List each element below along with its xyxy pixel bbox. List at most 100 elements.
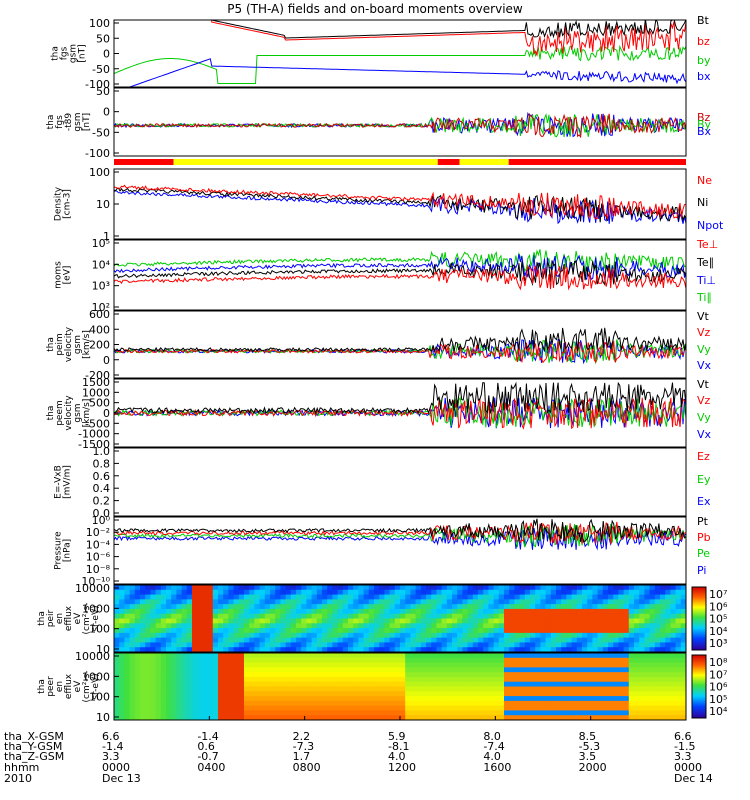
heat-cell bbox=[197, 667, 203, 673]
heat-cell bbox=[634, 691, 640, 697]
heat-cell bbox=[129, 628, 136, 634]
heat-cell bbox=[649, 618, 656, 624]
chart-title: P5 (TH-A) fields and on-board moments ov… bbox=[227, 2, 523, 16]
heat-cell bbox=[140, 628, 146, 634]
heat-cell bbox=[457, 667, 463, 673]
heat-cell bbox=[608, 657, 614, 664]
heat-cell bbox=[181, 623, 188, 629]
heat-cell bbox=[150, 657, 157, 664]
heat-cell bbox=[478, 642, 484, 648]
heat-cell bbox=[654, 637, 661, 644]
heat-cell bbox=[155, 608, 162, 615]
heat-cell bbox=[504, 696, 510, 702]
heat-cell bbox=[259, 604, 266, 610]
heat-cell bbox=[384, 618, 391, 624]
heat-cell bbox=[467, 637, 474, 644]
heat-cell bbox=[420, 589, 427, 596]
heat-cell bbox=[353, 628, 359, 634]
heat-cell bbox=[332, 662, 339, 668]
heat-cell bbox=[514, 653, 521, 659]
heat-cell bbox=[212, 710, 219, 716]
heat-cell bbox=[441, 599, 448, 605]
heat-cell bbox=[488, 604, 495, 610]
heat-cell bbox=[467, 686, 474, 692]
heat-cell bbox=[675, 599, 682, 605]
heat-cell bbox=[415, 604, 422, 610]
legend-entry: by bbox=[697, 54, 711, 67]
heat-cell bbox=[665, 681, 671, 688]
heat-cell bbox=[332, 647, 339, 652]
heat-cell bbox=[254, 632, 261, 639]
heat-cell bbox=[129, 715, 136, 720]
legend-entry: Npot bbox=[697, 219, 724, 232]
heat-cell bbox=[244, 585, 250, 591]
heat-cell bbox=[472, 667, 479, 673]
heat-cell bbox=[618, 589, 625, 596]
heat-cell bbox=[249, 710, 255, 716]
heat-cell bbox=[363, 667, 370, 673]
heat-cell bbox=[556, 672, 562, 678]
heat-cell bbox=[254, 594, 261, 600]
heat-cell bbox=[134, 604, 141, 610]
heat-cell bbox=[166, 589, 172, 596]
heat-cell bbox=[415, 686, 422, 692]
heat-cell bbox=[649, 623, 656, 629]
heat-cell bbox=[306, 623, 313, 629]
heat-cell bbox=[519, 589, 526, 596]
heat-cell bbox=[561, 672, 567, 678]
heat-cell bbox=[602, 642, 609, 648]
heat-cell bbox=[212, 681, 219, 688]
heat-cell bbox=[644, 681, 651, 688]
heat-cell bbox=[259, 667, 266, 673]
heat-cell bbox=[665, 657, 671, 664]
heat-cell bbox=[348, 585, 354, 591]
heat-cell bbox=[166, 705, 172, 712]
heat-cell bbox=[566, 710, 573, 716]
heat-cell bbox=[592, 686, 599, 692]
heat-cell bbox=[420, 613, 427, 620]
heat-cell bbox=[467, 613, 474, 620]
heat-cell bbox=[301, 696, 307, 702]
heat-cell bbox=[238, 676, 245, 683]
heat-cell bbox=[462, 681, 469, 688]
heat-cell bbox=[353, 686, 359, 692]
heat-cell bbox=[270, 686, 276, 692]
heat-cell bbox=[654, 681, 661, 688]
heat-cell bbox=[576, 594, 583, 600]
heat-cell bbox=[145, 594, 151, 600]
heat-cell bbox=[571, 585, 578, 591]
heat-cell bbox=[342, 686, 349, 692]
heat-cell bbox=[498, 608, 505, 615]
heat-cell bbox=[436, 589, 443, 596]
heat-cell bbox=[166, 604, 172, 610]
heat-cell bbox=[587, 653, 593, 659]
heat-cell bbox=[597, 676, 604, 683]
heat-cell bbox=[634, 642, 640, 648]
heat-cell bbox=[332, 705, 339, 712]
heat-cell bbox=[181, 585, 188, 591]
heat-cell bbox=[540, 662, 547, 668]
heat-cell bbox=[405, 604, 411, 610]
heat-cell bbox=[452, 657, 458, 664]
heat-cell bbox=[280, 710, 287, 716]
heat-cell bbox=[119, 676, 125, 683]
heat-cell bbox=[587, 696, 593, 702]
heat-cell bbox=[618, 599, 625, 605]
heat-cell bbox=[374, 632, 380, 639]
heat-cell bbox=[280, 667, 287, 673]
heat-cell bbox=[134, 686, 141, 692]
heat-cell bbox=[592, 710, 599, 716]
heat-cell bbox=[524, 657, 531, 664]
heat-cell bbox=[405, 676, 411, 683]
heat-cell bbox=[264, 613, 271, 620]
heat-cell bbox=[680, 676, 686, 683]
heat-cell bbox=[431, 594, 437, 600]
y-tick-label: 50 bbox=[96, 85, 110, 98]
heat-cell bbox=[540, 613, 547, 620]
heat-cell bbox=[353, 667, 359, 673]
heat-cell bbox=[301, 632, 307, 639]
heat-cell bbox=[353, 681, 359, 688]
heat-cell bbox=[374, 667, 380, 673]
heat-cell bbox=[160, 632, 167, 639]
heat-cell bbox=[244, 647, 250, 652]
